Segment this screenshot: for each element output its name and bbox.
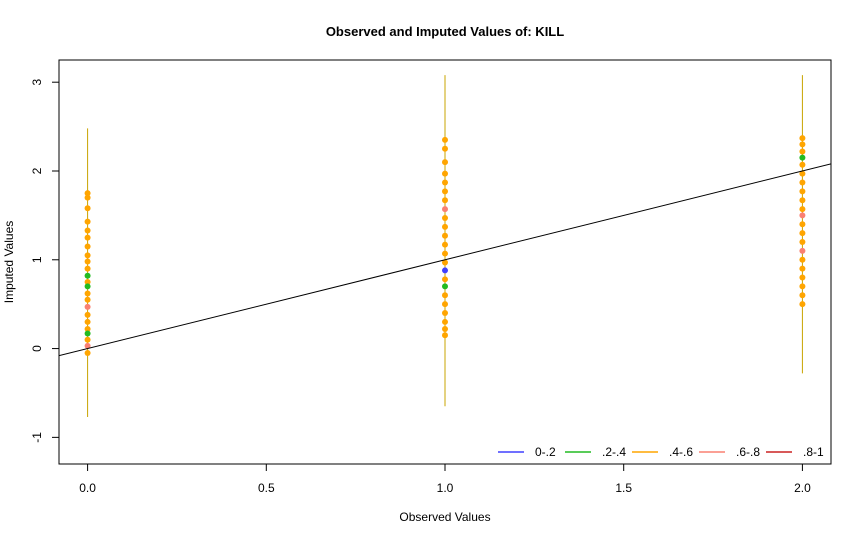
y-tick-label: 1 xyxy=(30,256,44,263)
data-point xyxy=(799,283,806,290)
data-point xyxy=(442,283,448,290)
data-point xyxy=(442,267,448,274)
data-point xyxy=(84,205,91,212)
y-tick-label: 3 xyxy=(30,79,44,86)
data-point xyxy=(442,170,448,177)
legend-label: .2-.4 xyxy=(602,445,626,459)
data-point xyxy=(442,259,448,266)
data-point xyxy=(442,232,448,239)
y-axis-label: Imputed Values xyxy=(2,221,16,304)
x-tick-label: 1.0 xyxy=(437,481,454,495)
data-point xyxy=(84,265,91,272)
data-point xyxy=(442,310,448,317)
data-point xyxy=(84,234,91,241)
data-point xyxy=(799,179,806,186)
data-point xyxy=(84,283,91,290)
data-point xyxy=(799,161,806,168)
reference-line xyxy=(59,163,831,357)
data-point xyxy=(442,197,448,204)
chart-title: Observed and Imputed Values of: KILL xyxy=(326,24,564,39)
data-point xyxy=(799,135,806,142)
data-point xyxy=(799,230,806,237)
data-point xyxy=(84,326,91,333)
data-point xyxy=(84,303,91,310)
data-point xyxy=(442,136,448,143)
data-point xyxy=(799,239,806,246)
data-point xyxy=(799,265,806,272)
data-point xyxy=(799,197,806,204)
data-point xyxy=(442,301,448,308)
data-point xyxy=(84,350,91,357)
data-point xyxy=(799,221,806,228)
data-point xyxy=(84,342,91,349)
data-point xyxy=(84,252,91,259)
data-point xyxy=(84,278,91,285)
x-tick-label: 2.0 xyxy=(794,481,811,495)
data-point xyxy=(84,243,91,250)
data-point xyxy=(799,274,806,281)
y-tick-label: -1 xyxy=(30,432,44,443)
data-point xyxy=(799,247,806,254)
data-point xyxy=(799,188,806,195)
y-tick-label: 0 xyxy=(30,345,44,352)
x-tick-label: 0.0 xyxy=(79,481,96,495)
x-tick-label: 1.5 xyxy=(615,481,632,495)
data-point xyxy=(799,141,806,148)
data-point xyxy=(799,148,806,155)
data-point xyxy=(84,258,91,265)
legend-label: 0-.2 xyxy=(535,445,556,459)
data-point xyxy=(799,212,806,219)
data-point xyxy=(442,250,448,257)
data-point xyxy=(84,218,91,225)
data-point xyxy=(442,292,448,299)
x-axis-label: Observed Values xyxy=(399,510,490,524)
data-point xyxy=(84,272,91,279)
data-point xyxy=(84,318,91,325)
data-point xyxy=(84,290,91,297)
data-point xyxy=(799,292,806,299)
data-point xyxy=(84,296,91,303)
data-point xyxy=(442,318,448,325)
legend-label: .4-.6 xyxy=(669,445,693,459)
data-point xyxy=(442,159,448,166)
x-tick-label: 0.5 xyxy=(258,481,275,495)
data-point xyxy=(799,154,806,161)
data-point xyxy=(799,170,806,177)
data-point xyxy=(442,332,448,339)
data-point xyxy=(442,188,448,195)
data-point xyxy=(442,215,448,222)
data-point xyxy=(442,206,448,213)
legend-label: .6-.8 xyxy=(736,445,760,459)
data-point xyxy=(442,241,448,248)
data-point xyxy=(799,256,806,263)
data-point xyxy=(442,179,448,186)
legend-label: .8-1 xyxy=(803,445,824,459)
data-point xyxy=(84,194,91,201)
data-point xyxy=(84,336,91,343)
data-point xyxy=(799,206,806,213)
data-point xyxy=(84,311,91,318)
data-point xyxy=(442,223,448,230)
data-point xyxy=(442,276,448,283)
data-point xyxy=(799,301,806,308)
data-point xyxy=(84,190,91,197)
data-point xyxy=(84,330,91,337)
data-point xyxy=(442,326,448,333)
data-point xyxy=(84,227,91,234)
data-point xyxy=(442,145,448,152)
y-tick-label: 2 xyxy=(30,167,44,174)
plot-layer xyxy=(59,75,831,417)
